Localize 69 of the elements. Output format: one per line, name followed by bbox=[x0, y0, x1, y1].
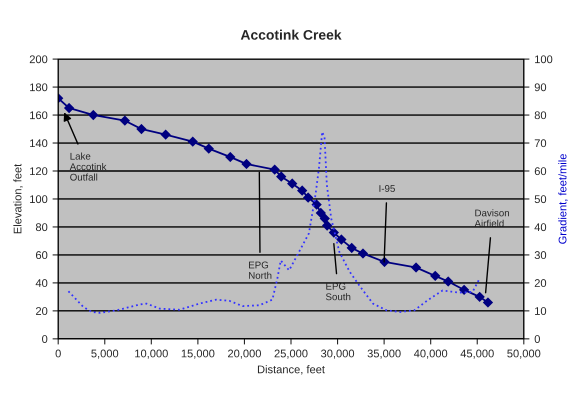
point bbox=[242, 159, 252, 169]
y-tick-label: 0 bbox=[42, 335, 48, 343]
x-tick-label: 15,000 bbox=[182, 350, 214, 359]
point bbox=[443, 276, 454, 286]
x-tick-label: 30,000 bbox=[320, 350, 354, 359]
y2-axis-title: Gradient, feet/mile bbox=[558, 154, 568, 244]
y2-tick-label: 10 bbox=[535, 307, 546, 315]
annotation: EPG South bbox=[326, 282, 350, 300]
point bbox=[459, 284, 470, 295]
x-tick-label: 50,000 bbox=[507, 350, 540, 359]
point bbox=[346, 242, 357, 253]
point bbox=[120, 116, 130, 126]
x-tick-label: 5,000 bbox=[91, 350, 118, 359]
y2-tick-label: 80 bbox=[534, 111, 546, 120]
x-tick-label: 10,000 bbox=[135, 350, 168, 359]
point bbox=[430, 270, 440, 281]
x-tick-label: 40,000 bbox=[414, 350, 448, 359]
y-tick-label: 100 bbox=[30, 195, 48, 204]
point bbox=[358, 248, 368, 258]
point bbox=[483, 298, 493, 308]
y-axis-title: Elevation, feet bbox=[13, 164, 23, 234]
annotation: Lake Accotink Outfall bbox=[70, 152, 106, 181]
x-tick-label: 0 bbox=[56, 350, 61, 358]
point bbox=[303, 192, 314, 203]
point bbox=[160, 130, 171, 140]
point bbox=[270, 164, 280, 175]
chart-title: Accotink Creek bbox=[240, 30, 342, 40]
point bbox=[312, 200, 322, 210]
x-axis-title: Distance, feet bbox=[258, 365, 325, 375]
point bbox=[276, 172, 286, 182]
y-tick-label: 120 bbox=[30, 167, 48, 176]
point bbox=[225, 152, 236, 162]
y-tick-label: 40 bbox=[36, 279, 48, 288]
y2-tick-label: 0 bbox=[534, 335, 540, 343]
point bbox=[64, 103, 74, 113]
point bbox=[336, 234, 346, 244]
y-tick-label: 140 bbox=[30, 139, 48, 148]
y2-tick-label: 50 bbox=[534, 195, 546, 204]
y-tick-label: 160 bbox=[30, 111, 48, 120]
y2-tick-label: 20 bbox=[534, 279, 546, 288]
x-tick-label: 20,000 bbox=[228, 350, 261, 359]
y2-tick-label: 100 bbox=[535, 55, 552, 64]
annotation: EPG North bbox=[249, 262, 272, 279]
annotation: I-95 bbox=[379, 185, 395, 192]
annotation: Davison Airfield bbox=[474, 209, 510, 227]
x-tick-label: 35,000 bbox=[368, 350, 401, 359]
point bbox=[136, 124, 146, 134]
y2-tick-label: 60 bbox=[534, 167, 546, 176]
y-tick-label: 80 bbox=[36, 223, 48, 232]
point bbox=[411, 262, 421, 272]
point bbox=[204, 144, 214, 154]
y-tick-label: 180 bbox=[30, 83, 48, 92]
x-tick-label: 25,000 bbox=[274, 350, 308, 359]
y2-tick-label: 40 bbox=[534, 223, 546, 232]
y2-tick-label: 70 bbox=[534, 139, 546, 148]
y-tick-label: 20 bbox=[36, 307, 48, 315]
x-tick-label: 45,000 bbox=[460, 350, 494, 359]
y2-tick-label: 30 bbox=[534, 251, 546, 260]
point bbox=[188, 136, 198, 147]
point bbox=[297, 186, 308, 196]
point bbox=[474, 292, 485, 302]
y-tick-label: 60 bbox=[36, 251, 48, 260]
y2-tick-label: 90 bbox=[534, 83, 546, 92]
point bbox=[88, 110, 98, 120]
point bbox=[320, 214, 330, 224]
y-tick-label: 200 bbox=[30, 55, 48, 64]
point bbox=[316, 208, 326, 218]
point bbox=[287, 178, 298, 189]
point bbox=[322, 220, 332, 230]
